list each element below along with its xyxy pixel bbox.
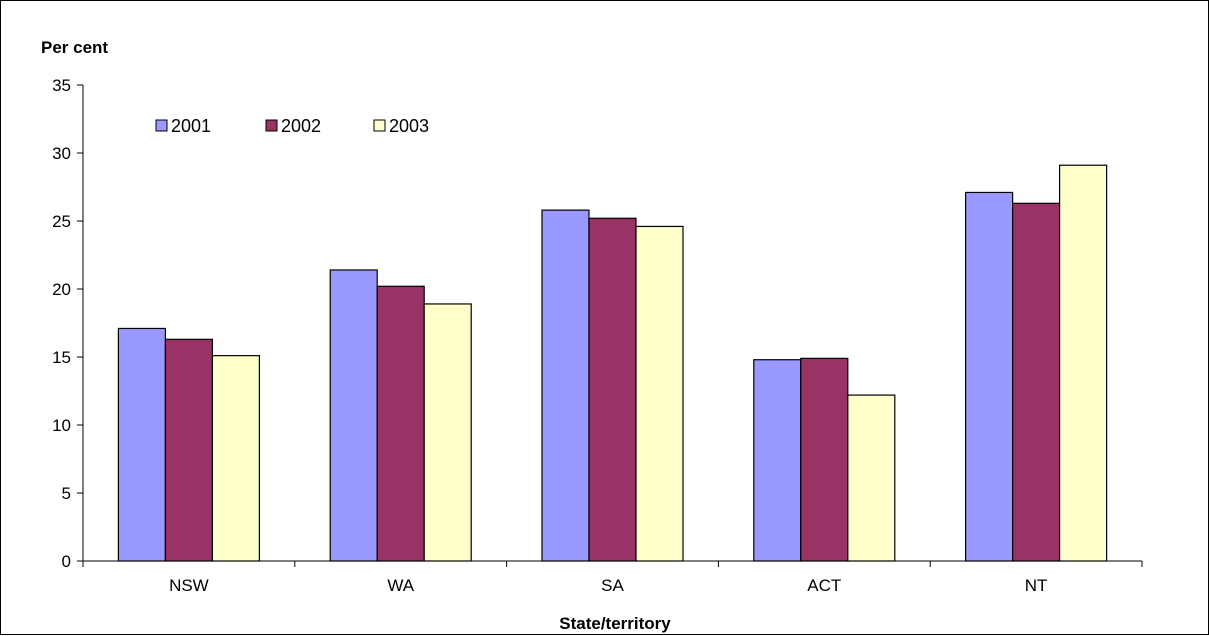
bar-2001-wa bbox=[329, 269, 378, 562]
bar-2001-sa bbox=[541, 209, 590, 562]
bar-2002-wa bbox=[376, 285, 425, 562]
x-axis-ticks: NSW WA SA ACT NT bbox=[82, 561, 1143, 595]
legend: 2001 2002 2003 bbox=[155, 116, 429, 136]
y-tick-label: 20 bbox=[52, 280, 71, 299]
legend-swatch bbox=[155, 119, 168, 132]
bar-2001-act bbox=[753, 359, 802, 562]
bar-2002-nt bbox=[1011, 202, 1061, 562]
y-tick-label: 25 bbox=[52, 212, 71, 231]
bar-2001-nsw bbox=[117, 327, 167, 562]
y-tick-label: 30 bbox=[52, 144, 71, 163]
y-tick-label: 5 bbox=[62, 484, 71, 503]
bar-2002-sa bbox=[588, 217, 637, 562]
y-tick-label: 15 bbox=[52, 348, 71, 367]
bar-2003-act bbox=[847, 394, 896, 562]
bar-2002-nsw bbox=[164, 338, 213, 562]
x-tick-label: SA bbox=[601, 576, 624, 595]
x-axis-title: State/territory bbox=[559, 614, 671, 633]
legend-swatch bbox=[373, 119, 386, 132]
x-tick-label: NSW bbox=[169, 576, 209, 595]
bar-2002-act bbox=[800, 357, 849, 562]
legend-label: 2002 bbox=[281, 116, 321, 136]
bar-2003-nsw bbox=[211, 355, 260, 562]
x-tick-label: ACT bbox=[807, 576, 841, 595]
legend-swatch bbox=[265, 119, 278, 132]
y-tick-label: 35 bbox=[52, 76, 71, 95]
x-tick-label: WA bbox=[387, 576, 414, 595]
bar-2001-nt bbox=[964, 191, 1014, 562]
legend-label: 2001 bbox=[171, 116, 211, 136]
y-tick-label: 10 bbox=[52, 416, 71, 435]
x-tick-label: NT bbox=[1025, 576, 1048, 595]
y-axis-ticks: 0 5 10 15 20 25 30 35 bbox=[52, 76, 83, 571]
bars-group bbox=[117, 164, 1108, 562]
y-axis-title: Per cent bbox=[41, 38, 108, 57]
bar-2003-nt bbox=[1058, 164, 1108, 562]
y-tick-label: 0 bbox=[62, 552, 71, 571]
legend-label: 2003 bbox=[389, 116, 429, 136]
bar-2003-sa bbox=[635, 225, 684, 562]
bar-2003-wa bbox=[423, 303, 472, 562]
